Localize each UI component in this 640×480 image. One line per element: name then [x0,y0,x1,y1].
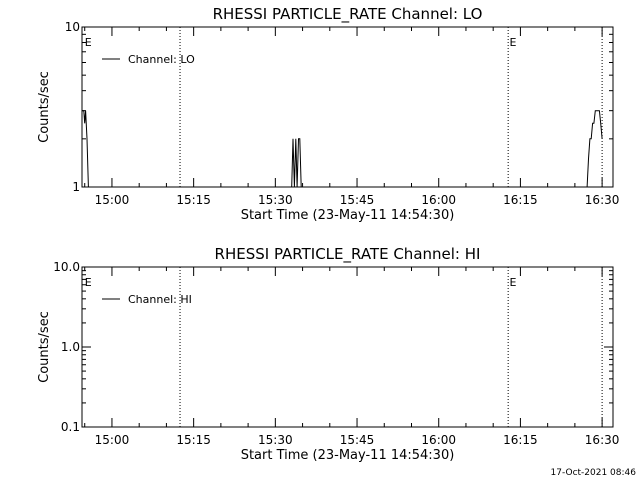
panel2-x-tick-label: 15:45 [340,433,375,447]
panel1-x-tick-label: 16:30 [585,193,620,207]
panel2-plot-frame [81,266,614,428]
panel2-x-tick-label: 15:00 [95,433,130,447]
panel1-title: RHESSI PARTICLE_RATE Channel: LO [213,5,483,24]
panel2-title: RHESSI PARTICLE_RATE Channel: HI [215,245,481,264]
panel1-series-line [82,110,603,188]
panel1-event-marker: E [510,36,517,49]
panel2-y-tick-label: 10.0 [53,260,80,274]
panel2-y-axis-label: Counts/sec [37,311,52,383]
panel1-x-tick-label: 16:00 [421,193,456,207]
panel2-event-marker: E [85,276,92,289]
panel2-x-axis-label: Start Time (23-May-11 14:54:30) [241,448,455,463]
panel2-x-tick-label: 15:30 [258,433,293,447]
panel1-legend-label: Channel: LO [128,53,195,66]
panel1-y-axis-label: Counts/sec [37,71,52,143]
panel1-x-tick-label: 15:00 [95,193,130,207]
panel2-event-marker: E [510,276,517,289]
panel1-y-tick-label: 10 [65,20,80,34]
panel1-event-marker: E [85,36,92,49]
panel1-x-axis-label: Start Time (23-May-11 14:54:30) [241,208,455,223]
panel2-legend-label: Channel: HI [128,293,192,306]
panel2-x-tick-label: 16:00 [421,433,456,447]
panel1-x-tick-label: 15:30 [258,193,293,207]
panel1-y-tick-label: 1 [72,180,80,194]
panel1-plot-frame [81,26,614,188]
panel1-x-tick-label: 15:45 [340,193,375,207]
panel1-x-tick-label: 16:15 [503,193,538,207]
panel2-x-tick-label: 15:15 [176,433,211,447]
panel1-x-tick-label: 15:15 [176,193,211,207]
panel2-x-tick-label: 16:30 [585,433,620,447]
panel2-x-tick-label: 16:15 [503,433,538,447]
panel2-y-tick-label: 1.0 [61,340,80,354]
panel2-y-tick-label: 0.1 [61,420,80,434]
footer-timestamp: 17-Oct-2021 08:46 [551,468,637,478]
